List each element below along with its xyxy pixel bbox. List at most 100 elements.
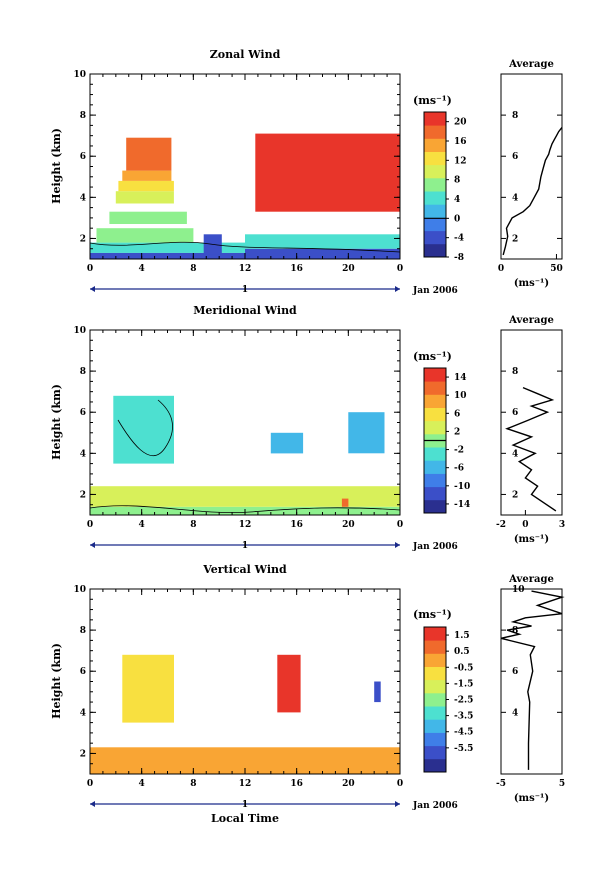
colorbar-swatch: [424, 420, 446, 435]
day-label: 1: [242, 800, 248, 810]
x-tick-label: 4: [139, 264, 145, 274]
date-label: Jan 2006: [412, 286, 458, 296]
heatmap-cell: [122, 654, 174, 723]
heatmap-cell: [255, 133, 400, 212]
average-y-tick-label: 4: [512, 708, 518, 718]
colorbar-swatch: [424, 679, 446, 694]
average-y-tick-label: 4: [512, 449, 518, 459]
average-y-tick-label: 8: [512, 111, 518, 121]
colorbar-swatch: [424, 407, 446, 422]
x-tick-label: 0: [87, 520, 93, 530]
colorbar-swatch: [424, 151, 446, 166]
y-axis-label: Height (km): [50, 643, 63, 719]
heatmap-cell: [115, 191, 174, 204]
colorbar-frame: [423, 111, 447, 258]
average-x-tick-label: 0: [522, 520, 528, 530]
colorbar-swatch: [424, 653, 446, 667]
average-profile-line: [502, 126, 563, 256]
colorbar-unit-label: (ms⁻¹): [413, 350, 452, 363]
y-axis: 2 4 6 8 10: [73, 585, 400, 775]
x-axis: 0 4 8 12 16 20 0: [87, 330, 403, 530]
colorbar-tick-label: -4: [454, 234, 464, 244]
day-bar: 1: [90, 541, 400, 551]
day-bar-left-arrow: [90, 542, 95, 548]
y-tick-label: 6: [80, 667, 86, 677]
panel-title: Vertical Wind: [202, 563, 287, 576]
x-tick-label: 12: [239, 779, 252, 789]
day-bar-left-arrow: [90, 286, 95, 292]
heatmap-cell: [341, 498, 349, 507]
average-y-tick-label: 6: [512, 152, 518, 162]
colorbar-swatch: [424, 177, 446, 192]
average-profile-line: [505, 386, 557, 512]
average-profile: Average -5 5 4 6 8 10 (ms⁻¹): [496, 574, 565, 804]
x-tick-label: 0: [397, 520, 403, 530]
heatmap-cells: [90, 395, 400, 515]
date-label: Jan 2006: [412, 542, 458, 552]
colorbar-tick-label: 0: [454, 214, 460, 224]
average-title: Average: [508, 574, 554, 585]
heatmap-cell: [277, 654, 301, 713]
day-bar-right-arrow: [395, 801, 400, 807]
colorbar: 20 16 12 8 4 0 -4 -8: [423, 111, 467, 263]
heatmap-cell: [96, 228, 194, 243]
day-label: 1: [242, 285, 248, 295]
x-tick-label: 12: [239, 520, 252, 530]
colorbar-unit-label: (ms⁻¹): [413, 608, 452, 621]
colorbar-unit-label: (ms⁻¹): [413, 94, 452, 107]
average-y-tick-label: 2: [512, 234, 518, 244]
colorbar: 14 10 6 2 -2 -6 -10 -14: [423, 367, 470, 514]
average-x-label: (ms⁻¹): [514, 278, 549, 289]
colorbar-swatch: [424, 706, 446, 720]
x-tick-label: 8: [190, 264, 196, 274]
day-bar-right-arrow: [395, 542, 400, 548]
average-y-tick-label: 8: [512, 367, 518, 377]
heatmap-cell: [374, 681, 381, 703]
colorbar-swatch: [424, 164, 446, 179]
average-x-label: (ms⁻¹): [514, 534, 549, 545]
colorbar-tick-label: 16: [454, 137, 467, 147]
x-tick-label: 0: [397, 264, 403, 274]
date-label: Jan 2006: [412, 801, 458, 811]
zero-contour: [89, 399, 401, 513]
average-profile: Average 0 50 2 4 6 8 (ms⁻¹): [498, 59, 563, 289]
y-tick-label: 10: [73, 585, 86, 595]
heatmap-cells: [90, 133, 400, 259]
colorbar-tick-label: -2.5: [454, 696, 473, 706]
colorbar-swatch: [424, 732, 446, 747]
colorbar-tick-label: -4.5: [454, 728, 473, 738]
average-frame: [500, 73, 563, 260]
panel-title: Meridional Wind: [193, 304, 297, 317]
colorbar-swatch: [424, 394, 446, 408]
colorbar-swatch: [424, 758, 446, 773]
colorbar-tick-label: 10: [454, 391, 467, 401]
average-y-tick-label: 6: [512, 408, 518, 418]
colorbar-swatch: [424, 460, 446, 474]
x-axis: 0 4 8 12 16 20 0: [87, 74, 403, 274]
y-tick-label: 4: [80, 449, 86, 459]
y-tick-label: 4: [80, 193, 86, 203]
colorbar-swatch: [424, 745, 446, 760]
colorbar-swatch: [424, 381, 446, 395]
colorbar-tick-label: -2: [454, 446, 464, 456]
y-axis: 2 4 6 8 10: [73, 70, 400, 260]
x-tick-label: 8: [190, 779, 196, 789]
colorbar-tick-label: -0.5: [454, 663, 473, 673]
colorbar-tick-label: 12: [454, 156, 467, 166]
colorbar-swatch: [424, 499, 446, 514]
average-y-tick-label: 4: [512, 193, 518, 203]
x-tick-label: 20: [342, 520, 355, 530]
panel-title: Zonal Wind: [210, 48, 281, 61]
heatmap-cell: [245, 234, 400, 249]
y-tick-label: 10: [73, 326, 86, 336]
y-tick-label: 10: [73, 70, 86, 80]
average-y-tick-label: 6: [512, 667, 518, 677]
x-tick-label: 0: [397, 779, 403, 789]
colorbar-swatch: [424, 666, 446, 681]
colorbar-swatch: [424, 112, 446, 126]
day-label: 1: [242, 541, 248, 551]
colorbar-swatch: [424, 692, 446, 707]
y-tick-label: 8: [80, 367, 86, 377]
day-bar: 1: [90, 800, 400, 810]
